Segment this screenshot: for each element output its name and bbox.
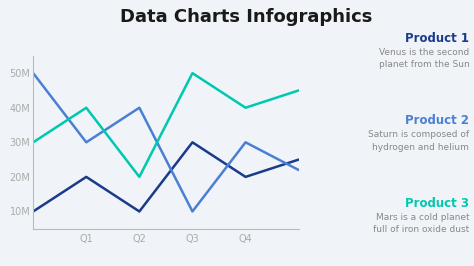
Text: Data Charts Infographics: Data Charts Infographics: [120, 8, 373, 26]
Text: Product 2: Product 2: [405, 114, 469, 127]
Text: Mars is a cold planet
full of iron oxide dust: Mars is a cold planet full of iron oxide…: [373, 213, 469, 234]
Text: Venus is the second
planet from the Sun: Venus is the second planet from the Sun: [379, 48, 469, 69]
Text: Product 3: Product 3: [405, 197, 469, 210]
Text: Saturn is composed of
hydrogen and helium: Saturn is composed of hydrogen and heliu…: [368, 130, 469, 152]
Text: Product 1: Product 1: [405, 32, 469, 45]
